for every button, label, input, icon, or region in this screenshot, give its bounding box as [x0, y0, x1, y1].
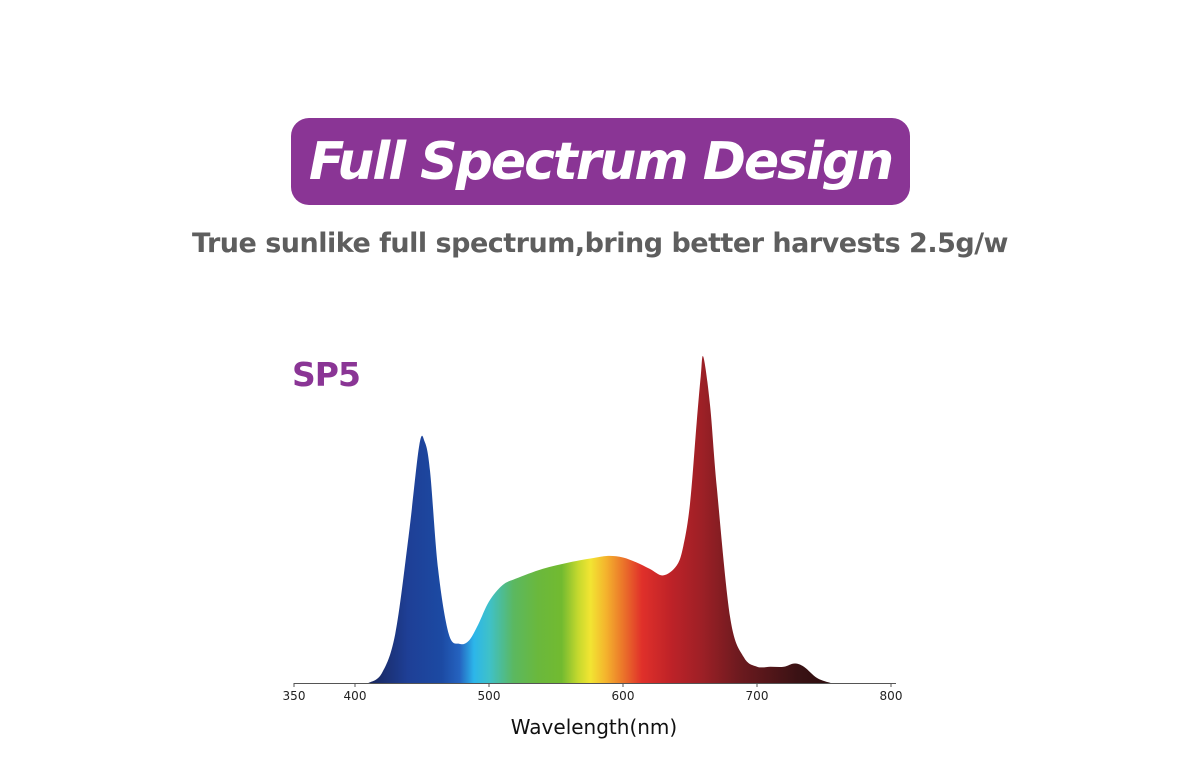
x-axis-title: Wavelength(nm) [511, 715, 677, 739]
x-tick-label: 600 [612, 689, 635, 703]
page-subtitle: True sunlike full spectrum,bring better … [192, 228, 1009, 259]
chart-title: SP5 [292, 355, 361, 394]
x-tick-label: 400 [344, 689, 367, 703]
x-tick-label: 800 [880, 689, 903, 703]
x-tick-label: 350 [283, 689, 306, 703]
title-badge: Full Spectrum Design [291, 118, 910, 205]
x-tick-label: 700 [746, 689, 769, 703]
page-title: Full Spectrum Design [308, 131, 894, 192]
x-tick-label: 500 [478, 689, 501, 703]
spectrum-area [368, 355, 831, 683]
x-axis-ticks: 350 400 500 600 700 800 [283, 683, 903, 703]
